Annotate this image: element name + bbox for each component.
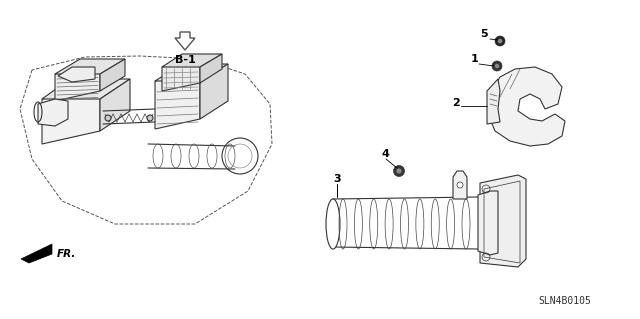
Polygon shape [21,244,52,263]
Polygon shape [478,191,498,255]
Polygon shape [100,59,125,91]
Polygon shape [480,175,526,267]
Polygon shape [55,65,100,101]
Circle shape [457,182,463,188]
Polygon shape [155,64,228,81]
Polygon shape [38,99,68,126]
Text: 3: 3 [333,174,340,184]
Circle shape [394,166,404,176]
Polygon shape [155,71,200,129]
Circle shape [497,39,502,43]
Circle shape [105,115,111,121]
Polygon shape [162,59,200,91]
Ellipse shape [326,199,340,249]
Polygon shape [58,67,95,82]
Polygon shape [162,54,222,67]
Text: B-1: B-1 [175,55,195,65]
Text: 2: 2 [452,98,460,108]
Circle shape [147,115,153,121]
Polygon shape [175,32,195,50]
Polygon shape [487,79,500,124]
Circle shape [492,61,502,71]
Text: SLN4B0105: SLN4B0105 [539,296,591,306]
Circle shape [396,168,402,174]
Polygon shape [200,54,222,83]
Text: 5: 5 [481,29,488,39]
Circle shape [495,36,505,46]
Polygon shape [200,64,228,119]
Polygon shape [55,59,125,74]
Text: 1: 1 [470,54,478,64]
Polygon shape [490,67,565,146]
Polygon shape [42,87,100,144]
Polygon shape [453,171,467,199]
Text: FR.: FR. [57,249,76,259]
Text: 4: 4 [381,149,389,159]
Polygon shape [100,79,130,131]
Polygon shape [42,79,130,99]
Circle shape [495,63,499,69]
